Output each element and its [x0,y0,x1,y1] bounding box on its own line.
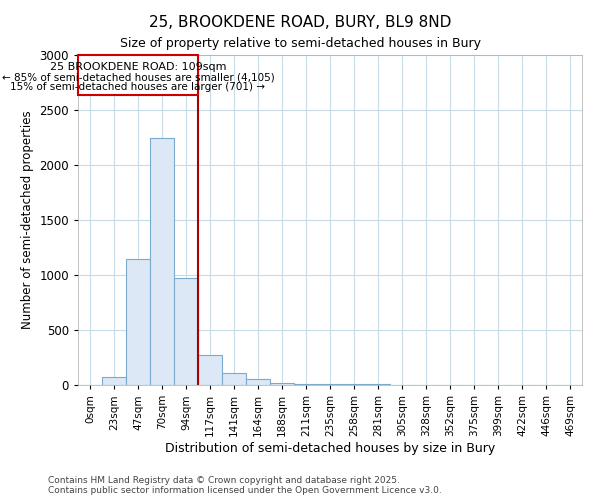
Bar [126,258,150,385]
Text: 25, BROOKDENE ROAD, BURY, BL9 8ND: 25, BROOKDENE ROAD, BURY, BL9 8ND [149,15,451,30]
Bar [102,378,126,385]
Text: Size of property relative to semi-detached houses in Bury: Size of property relative to semi-detach… [119,38,481,51]
Bar [150,138,174,385]
Bar [222,373,246,385]
Y-axis label: Number of semi-detached properties: Number of semi-detached properties [21,110,34,330]
Text: ← 85% of semi-detached houses are smaller (4,105): ← 85% of semi-detached houses are smalle… [2,72,274,83]
Bar [366,384,390,385]
Text: 15% of semi-detached houses are larger (701) →: 15% of semi-detached houses are larger (… [11,82,265,92]
Bar [342,384,366,385]
Bar [174,278,198,385]
Bar [294,384,318,385]
FancyBboxPatch shape [78,55,198,94]
Bar [246,379,270,385]
Text: 25 BROOKDENE ROAD: 109sqm: 25 BROOKDENE ROAD: 109sqm [50,62,226,72]
Bar [198,355,222,385]
Text: Contains HM Land Registry data © Crown copyright and database right 2025.
Contai: Contains HM Land Registry data © Crown c… [48,476,442,495]
Bar [318,384,342,385]
Bar [270,383,294,385]
X-axis label: Distribution of semi-detached houses by size in Bury: Distribution of semi-detached houses by … [165,442,495,454]
